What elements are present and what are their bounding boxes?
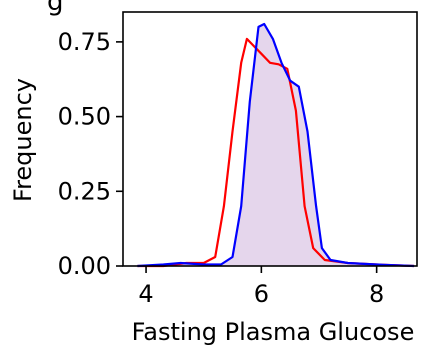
y-tick-label: 0.25: [58, 177, 111, 205]
plot-frame: [122, 11, 418, 267]
series-1-line: [137, 37, 415, 268]
series-2-line: [137, 22, 415, 268]
y-tick-label: 0.75: [58, 28, 111, 56]
chart-title-fragment: g: [47, 0, 64, 17]
plot-area: [137, 22, 415, 268]
axes: 4 6 8 0.00 0.25 0.50 0.75: [58, 11, 418, 308]
y-tick-label: 0.00: [58, 252, 111, 280]
x-tick-label: 8: [369, 280, 384, 308]
series-2-area: [137, 24, 415, 266]
x-tick-label: 4: [138, 280, 153, 308]
y-tick-label: 0.50: [58, 103, 111, 131]
y-axis-label: Frequency: [9, 78, 37, 202]
x-tick-label: 6: [254, 280, 269, 308]
x-axis-label: Fasting Plasma Glucose: [132, 318, 415, 345]
